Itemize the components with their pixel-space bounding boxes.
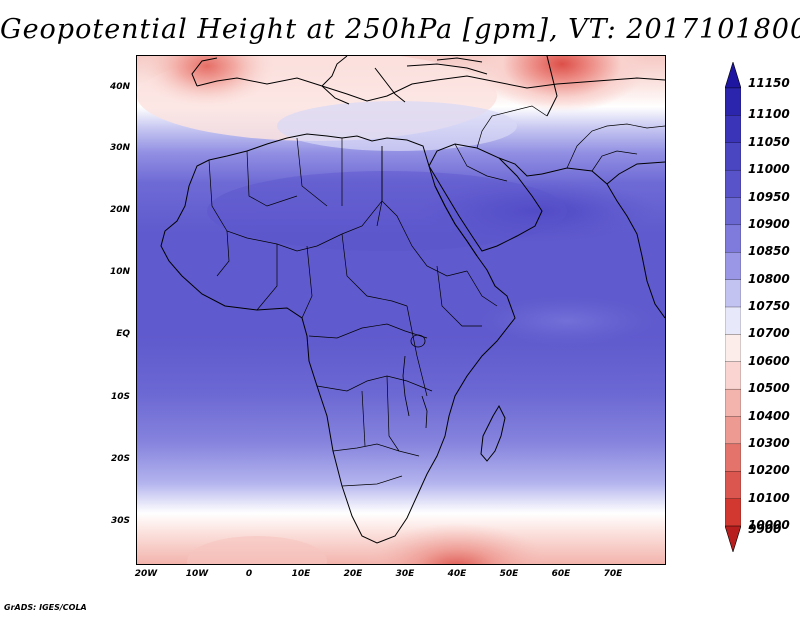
colorbar-label: 10100 [748,490,790,505]
colorbar-segment [725,361,741,390]
lon-tick-50e: 50E [499,569,519,579]
colorbar-label: 10400 [748,408,790,423]
colorbar-label: 11000 [748,162,790,177]
colorbar-label: 10800 [748,271,790,286]
colorbar-label: 11100 [748,107,790,122]
colorbar-arrow-top [725,62,741,89]
colorbar-segment [725,498,741,527]
colorbar-label: 10000 [748,518,790,532]
colorbar-segment [725,115,741,144]
colorbar-segment [725,142,741,171]
map-panel[interactable] [136,55,666,565]
lat-tick-10s: 10S [110,392,130,402]
lat-tick-30s: 30S [110,516,130,526]
lon-tick-70e: 70E [603,569,623,579]
lat-tick-eq: EQ [116,329,130,339]
colorbar-segment [725,306,741,336]
colorbar-segment [725,416,741,445]
colorbar-label: 10500 [748,381,790,396]
colorbar-segment [725,224,741,253]
page-title: Geopotential Height at 250hPa [gpm], VT:… [0,14,800,45]
colorbar [725,62,741,552]
colorbar-label: 10950 [748,189,790,204]
lat-tick-10n: 10N [109,267,130,277]
colorbar-segment [725,471,741,500]
colorbar-segment [725,388,741,418]
colorbar-segment [725,334,741,363]
colorbar-label: 10750 [748,299,790,313]
lon-tick-0: 0 [245,569,253,579]
lon-tick-30e: 30E [395,569,415,579]
colorbar-label: 10900 [748,216,790,231]
colorbar-arrow-bottom [725,525,741,552]
country-borders [208,105,665,487]
lat-tick-20s: 20S [110,454,130,464]
colorbar-label: 10850 [748,244,790,259]
colorbar-label: 10700 [748,326,790,341]
lon-tick-40e: 40E [447,569,467,579]
lon-tick-10e: 10E [291,569,311,579]
colorbar-label: 11050 [748,134,790,149]
colorbar-label: 9900 [748,522,782,536]
geopotential-map [137,56,665,564]
lon-tick-20e: 20E [343,569,363,579]
lat-tick-40n: 40N [109,82,130,92]
colorbar-segment [725,443,741,472]
coastlines [160,56,665,544]
colorbar-segment [725,169,741,199]
lakes [402,334,428,429]
colorbar-segment [725,87,741,117]
colorbar-label: 10200 [748,463,790,478]
lat-tick-30n: 30N [109,143,130,153]
lon-tick-20w: 20W [134,569,158,579]
lat-tick-20n: 20N [109,205,130,215]
colorbar-label: 10300 [748,435,790,450]
grads-credit: GrADS: IGES/COLA [4,603,87,612]
colorbar-label: 10600 [748,353,790,368]
lon-tick-10w: 10W [185,569,209,579]
lon-tick-60e: 60E [551,569,571,579]
colorbar-segment [725,197,741,226]
colorbar-segment [725,279,741,308]
colorbar-segment [725,252,741,281]
colorbar-label: 11150 [748,76,790,90]
